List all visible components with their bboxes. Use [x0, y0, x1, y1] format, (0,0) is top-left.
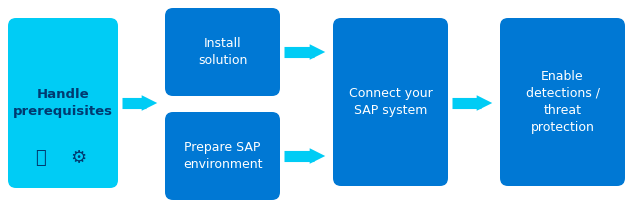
Text: Enable
detections /
threat
protection: Enable detections / threat protection	[525, 70, 599, 134]
Text: Install
solution: Install solution	[197, 37, 248, 67]
Text: Connect your
SAP system: Connect your SAP system	[349, 87, 432, 117]
Text: ⚙: ⚙	[70, 149, 86, 167]
FancyBboxPatch shape	[500, 18, 625, 186]
FancyBboxPatch shape	[165, 8, 280, 96]
Text: Prepare SAP
environment: Prepare SAP environment	[183, 141, 262, 171]
FancyBboxPatch shape	[8, 18, 118, 188]
Text: ⛨: ⛨	[35, 149, 46, 167]
FancyBboxPatch shape	[333, 18, 448, 186]
FancyBboxPatch shape	[165, 112, 280, 200]
Text: Handle
prerequisites: Handle prerequisites	[13, 88, 113, 118]
